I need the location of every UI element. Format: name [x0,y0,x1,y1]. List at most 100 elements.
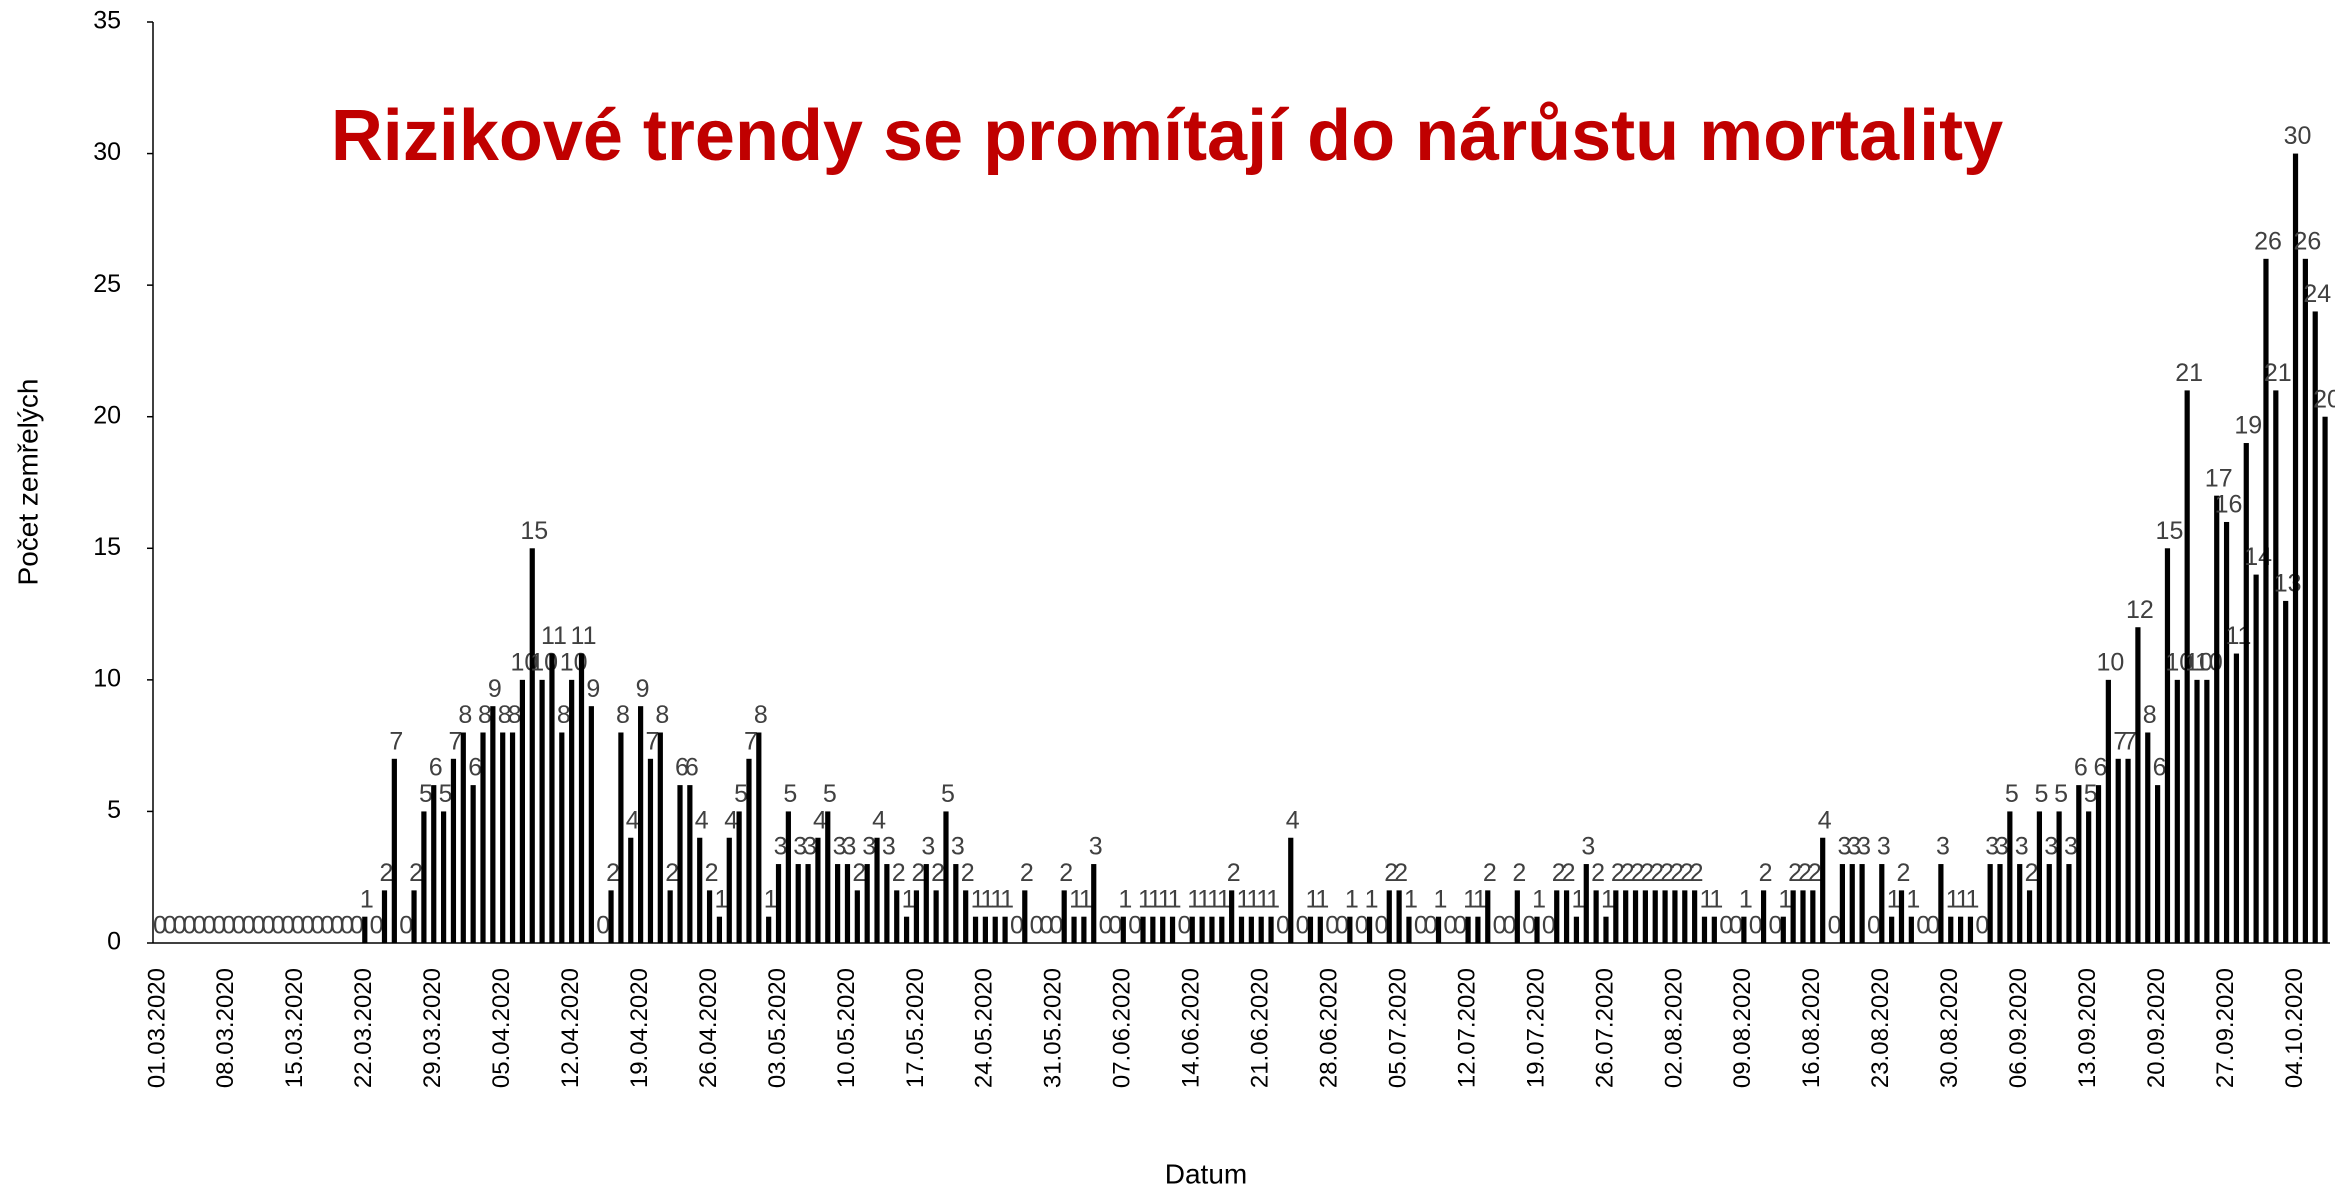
bar [2194,679,2200,943]
chart-title: Rizikové trendy se promítají do nárůstu … [331,96,2003,176]
bar [1682,890,1688,943]
bar [1071,916,1077,943]
data-label: 2 [1611,859,1625,887]
x-tick-label: 04.10.2020 [2281,968,2308,1088]
x-tick-label: 06.09.2020 [2005,968,2032,1088]
bar [1987,864,1993,943]
data-label: 1 [990,885,1004,913]
data-label: 2 [1759,859,1773,887]
bar [470,785,476,943]
data-label: 0 [1325,912,1339,940]
bar [411,890,417,943]
bar [963,890,969,943]
data-label: 5 [2084,780,2098,808]
y-tick-label: 15 [93,533,121,561]
bar [2135,627,2141,943]
data-label: 2 [1020,859,1034,887]
data-label: 0 [320,912,334,940]
data-label: 6 [2094,754,2108,782]
data-label: 3 [862,833,876,861]
bar [2056,811,2062,943]
data-label: 3 [803,833,817,861]
data-label: 5 [439,780,453,808]
data-label: 2 [1483,859,1497,887]
data-label: 8 [2143,701,2157,729]
data-label: 3 [1857,833,1871,861]
data-label: 8 [754,701,768,729]
data-label: 0 [1867,912,1881,940]
data-label: 0 [163,912,177,940]
data-label: 16 [2215,491,2243,519]
x-tick-label: 05.07.2020 [1384,968,1411,1088]
y-tick-label: 5 [107,796,121,824]
bar [1957,916,1964,943]
bar [2214,495,2220,943]
data-label: 19 [2234,412,2262,440]
bar [2095,785,2102,943]
bar [1347,916,1353,943]
data-label: 1 [1739,885,1753,913]
bar [1435,916,1442,943]
bar [657,732,663,943]
bar [795,864,801,943]
data-label: 17 [2205,464,2233,492]
data-label: 6 [429,754,443,782]
data-label: 0 [1374,912,1388,940]
bar [903,916,910,943]
x-tick-label: 03.05.2020 [764,968,791,1088]
bar [1534,916,1540,943]
data-label: 2 [892,859,906,887]
bar [1573,916,1580,943]
bar [539,679,545,943]
data-label: 12 [2126,596,2154,624]
bar [1317,916,1323,943]
bar [2115,758,2121,943]
x-tick-label: 22.03.2020 [350,968,377,1088]
data-label: 1 [902,885,916,913]
bar [746,758,752,943]
y-tick-label: 25 [93,270,121,298]
data-label: 2 [705,859,719,887]
bar [1248,916,1254,943]
data-label: 1 [1187,885,1201,913]
bar [854,890,860,943]
bar [2105,679,2111,943]
bar [1514,890,1520,943]
data-label: 5 [823,780,837,808]
data-label: 3 [882,833,896,861]
data-label: 6 [2153,754,2167,782]
bar [2017,864,2023,943]
data-label: 2 [1788,859,1802,887]
data-label: 3 [793,833,807,861]
bar [667,890,673,943]
bar [638,706,644,943]
bar [1711,916,1717,943]
bar [1150,916,1156,943]
data-label: 2 [1690,859,1704,887]
data-label: 1 [1601,885,1615,913]
x-tick-label: 23.08.2020 [1867,968,1894,1088]
y-tick-label: 20 [93,401,121,429]
bar [1997,864,2003,943]
data-label: 0 [1128,912,1142,940]
data-label: 3 [1985,833,1999,861]
data-label: 1 [1138,885,1152,913]
bar [1583,864,1589,943]
data-label: 0 [1049,912,1063,940]
bar [2164,548,2171,943]
bar [1692,890,1698,943]
bar [2273,390,2279,943]
x-tick-label: 19.07.2020 [1522,968,1549,1088]
bar [1002,916,1008,943]
x-tick-label: 28.06.2020 [1315,968,1342,1088]
data-label: 3 [1089,833,1103,861]
x-tick-label: 09.08.2020 [1729,968,1756,1088]
bar [1879,864,1885,943]
bar [1701,916,1708,943]
data-label: 5 [734,780,748,808]
bar [618,732,624,943]
bar [835,864,841,943]
data-label: 10 [2096,648,2124,676]
data-label: 1 [714,885,728,913]
bar [677,785,683,943]
